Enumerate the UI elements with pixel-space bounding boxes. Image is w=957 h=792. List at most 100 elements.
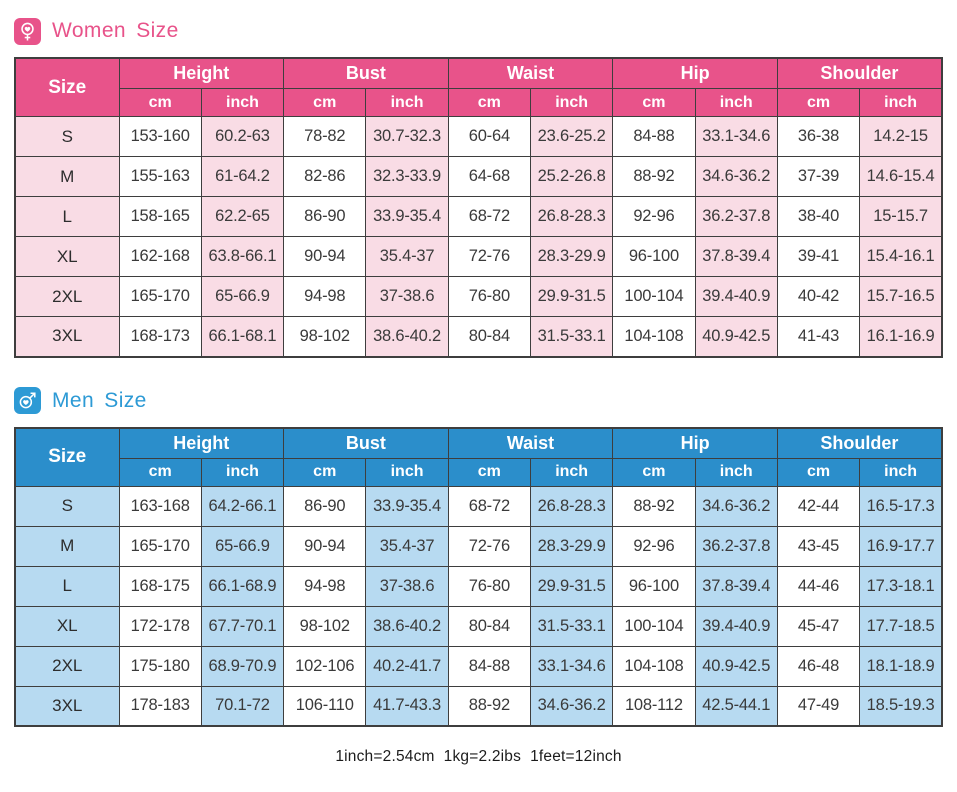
column-header-bust: Bust [283,427,449,459]
measurement-cell: 88-92 [447,685,531,727]
measurement-cell: 36-38 [776,116,861,157]
size-label-cell: 2XL [14,645,120,687]
measurement-cell: 65-66.9 [200,276,285,317]
measurement-cell: 66.1-68.1 [200,316,285,357]
measurement-cell: 14.6-15.4 [859,156,943,197]
measurement-cell: 66.1-68.9 [200,565,285,607]
size-row-3xl: 3XL 168-173 66.1-68.1 98-102 38.6-40.2 80-84 3… [14,316,943,357]
measurement-cell: 37-38.6 [365,565,449,607]
measurement-cell: 60.2-63 [200,116,285,157]
measurement-cell: 102-106 [283,645,367,687]
measurement-cell: 68-72 [447,196,531,237]
header-row-units: cm inch cm inch cm inch cm inch cm inch [15,88,943,117]
measurement-cell: 76-80 [447,565,531,607]
measurement-cell: 41.7-43.3 [365,685,449,727]
measurement-cell: 34.6-36.2 [529,685,614,727]
table-body: S 153-160 60.2-63 78-82 30.7-32.3 60-64 23.6-2… [14,116,943,357]
measurement-cell: 18.5-19.3 [859,685,943,727]
header-row-groups: Size Height Bust Waist Hip Shoulder [14,427,943,487]
measurement-cell: 98-102 [283,605,367,647]
measurement-cell: 68.9-70.9 [200,645,285,687]
unit-header-waist-cm: cm [447,457,531,487]
measurement-cell: 90-94 [283,525,367,567]
measurement-cell: 46-48 [776,645,861,687]
measurement-cell: 42-44 [776,485,861,527]
measurement-cell: 25.2-26.8 [529,156,614,197]
measurement-cell: 28.3-29.9 [529,236,614,277]
measurement-cell: 98-102 [283,316,367,357]
header-row-units: cm inch cm inch cm inch cm inch cm inch [15,457,943,487]
column-header-waist: Waist [447,57,614,89]
measurement-cell: 28.3-29.9 [529,525,614,567]
measurement-cell: 17.7-18.5 [859,605,943,647]
measurement-cell: 88-92 [612,485,696,527]
measurement-cell: 17.3-18.1 [859,565,943,607]
measurement-cell: 106-110 [283,685,367,727]
unit-header-height-cm: cm [118,457,202,487]
column-header-hip: Hip [612,427,778,459]
measurement-cell: 84-88 [447,645,531,687]
measurement-cell: 67.7-70.1 [200,605,285,647]
measurement-cell: 40.2-41.7 [365,645,449,687]
measurement-cell: 100-104 [612,605,696,647]
measurement-cell: 34.6-36.2 [694,156,778,197]
measurement-cell: 108-112 [612,685,696,727]
measurement-cell: 37.8-39.4 [694,565,778,607]
measurement-cell: 16.5-17.3 [859,485,943,527]
size-chart-page: Women Size Size Height Bust Waist Hip Shoulde… [14,17,943,765]
measurement-cell: 36.2-37.8 [694,196,778,237]
measurement-cell: 96-100 [612,236,696,277]
measurement-cell: 76-80 [447,276,531,317]
measurement-cell: 42.5-44.1 [694,685,778,727]
measurement-cell: 100-104 [612,276,696,317]
measurement-cell: 96-100 [612,565,696,607]
measurement-cell: 104-108 [612,316,696,357]
conversion-note: 1inch=2.54cm 1kg=2.2ibs 1feet=12inch [335,748,622,765]
measurement-cell: 26.8-28.3 [529,485,614,527]
measurement-cell: 29.9-31.5 [529,276,614,317]
measurement-cell: 92-96 [612,525,696,567]
measurement-cell: 80-84 [447,316,531,357]
unit-header-shoulder-inch: inch [859,457,943,487]
measurement-cell: 70.1-72 [200,685,285,727]
measurement-cell: 39-41 [776,236,861,277]
measurement-cell: 38.6-40.2 [365,316,449,357]
measurement-cell: 94-98 [283,276,367,317]
measurement-cell: 16.9-17.7 [859,525,943,567]
unit-header-shoulder-inch: inch [859,88,943,117]
measurement-cell: 37-39 [776,156,861,197]
table-head: Size Height Bust Waist Hip Shoulder cm inch cm in… [14,427,943,487]
size-row-m: M 165-170 65-66.9 90-94 35.4-37 72-76 28.3-29.… [14,525,943,567]
measurement-cell: 40-42 [776,276,861,317]
measurement-cell: 72-76 [447,525,531,567]
measurement-cell: 36.2-37.8 [694,525,778,567]
measurement-cell: 18.1-18.9 [859,645,943,687]
unit-header-waist-cm: cm [447,88,531,117]
measurement-cell: 80-84 [447,605,531,647]
measurement-cell: 26.8-28.3 [529,196,614,237]
unit-header-height-inch: inch [200,88,285,117]
measurement-cell: 30.7-32.3 [365,116,449,157]
measurement-cell: 86-90 [283,196,367,237]
measurement-cell: 39.4-40.9 [694,605,778,647]
measurement-cell: 37-38.6 [365,276,449,317]
unit-header-bust-inch: inch [365,88,449,117]
men-size-table: Size Height Bust Waist Hip Shoulder cm inch cm in… [14,426,943,727]
measurement-cell: 64.2-66.1 [200,485,285,527]
measurement-cell: 31.5-33.1 [529,605,614,647]
measurement-cell: 162-168 [118,236,202,277]
size-label-cell: XL [14,236,120,277]
measurement-cell: 61-64.2 [200,156,285,197]
measurement-cell: 163-168 [118,485,202,527]
measurement-cell: 15-15.7 [859,196,943,237]
measurement-cell: 63.8-66.1 [200,236,285,277]
size-label-cell: S [14,116,120,157]
measurement-cell: 38.6-40.2 [365,605,449,647]
measurement-cell: 29.9-31.5 [529,565,614,607]
size-row-l: L 158-165 62.2-65 86-90 33.9-35.4 68-72 26.8-2… [14,196,943,237]
unit-header-waist-inch: inch [529,457,614,487]
measurement-cell: 86-90 [283,485,367,527]
measurement-cell: 40.9-42.5 [694,316,778,357]
measurement-cell: 34.6-36.2 [694,485,778,527]
measurement-cell: 31.5-33.1 [529,316,614,357]
